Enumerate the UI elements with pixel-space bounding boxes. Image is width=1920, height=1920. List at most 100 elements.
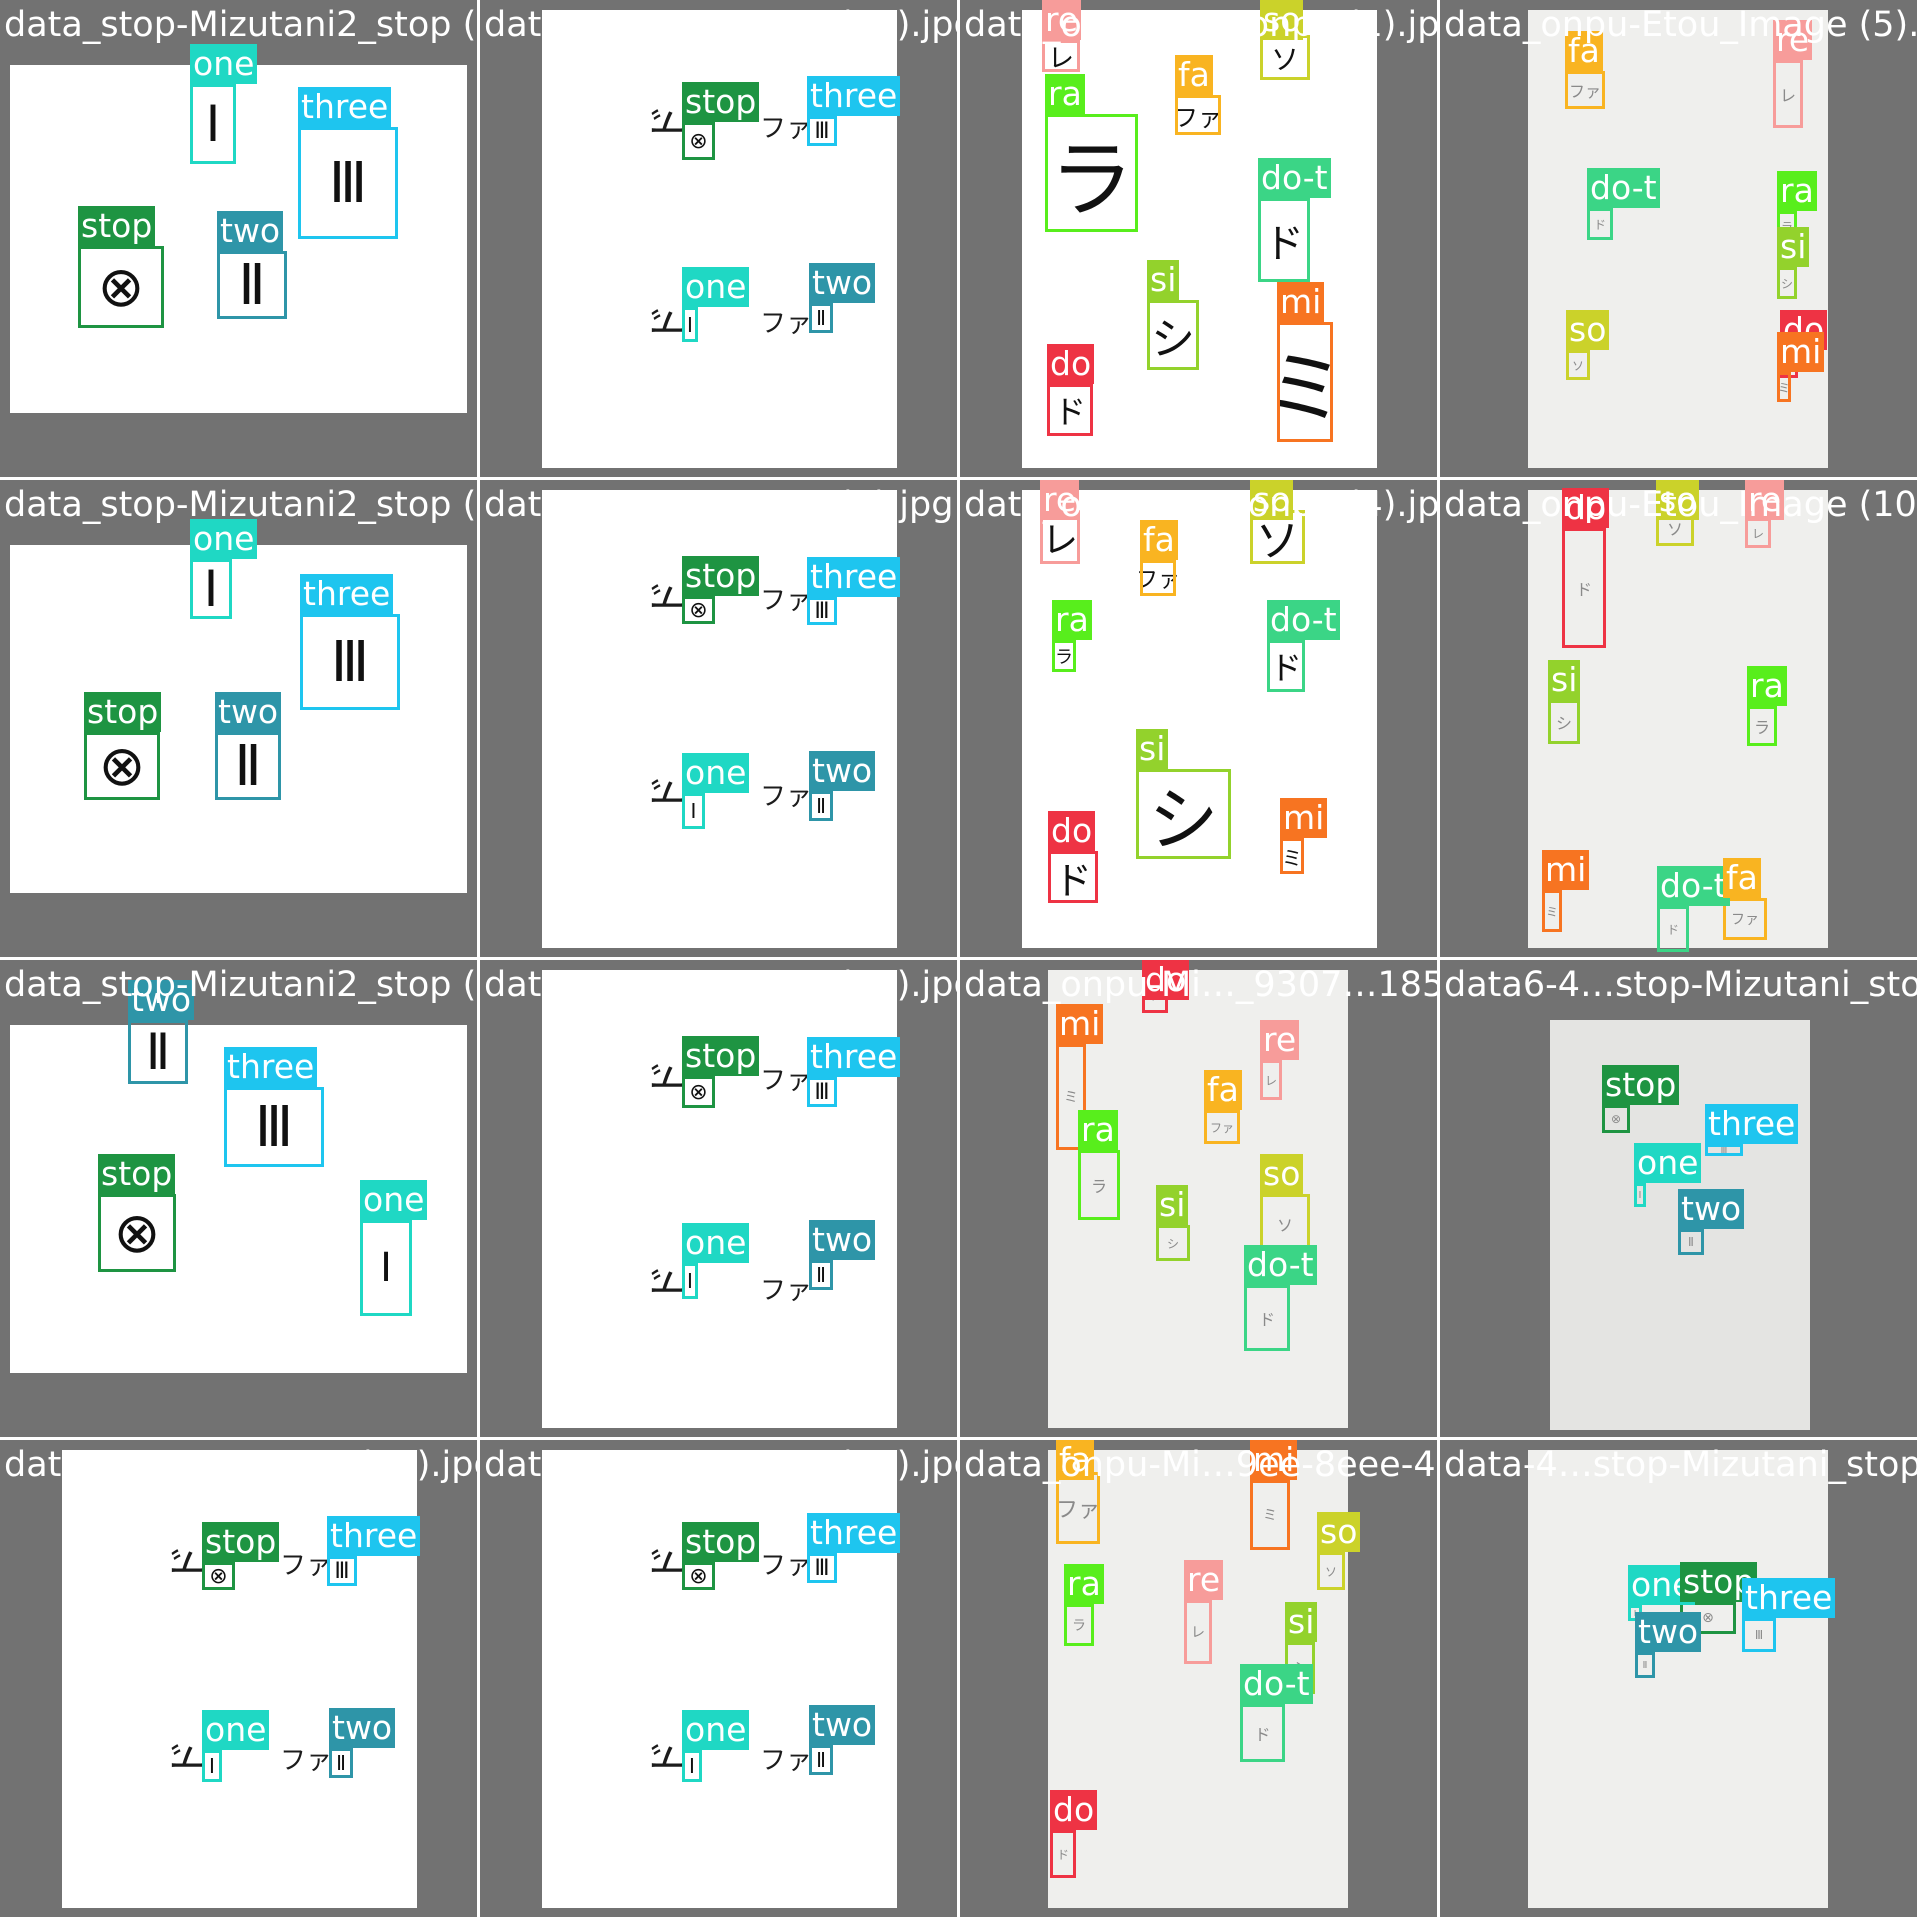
handwritten-symbol: Ⅰ [687, 312, 693, 337]
handwritten-symbol: ド [1264, 221, 1304, 267]
detection-box [1064, 1604, 1094, 1646]
handwritten-note: ファ [280, 1746, 333, 1776]
handwritten-symbol: Ⅱ [816, 794, 826, 818]
handwritten-symbol: レ [1751, 526, 1764, 541]
handwritten-symbol: ミ [1545, 904, 1558, 919]
class-label: three [298, 87, 392, 127]
detection-box [807, 1553, 837, 1583]
tile-filename: data_stop-Mizutani2_stop (16).jpg [4, 965, 477, 1005]
class-label: fa [1565, 31, 1603, 71]
tile-filename: data_stop-uno_stop (46).jpg [484, 1445, 957, 1485]
handwritten-symbol: ラ [1753, 718, 1770, 737]
class-label: so [1656, 480, 1700, 520]
detection-box [1204, 1110, 1240, 1144]
handwritten-symbol: Ⅲ [814, 1555, 830, 1581]
detection-box [1548, 700, 1580, 744]
detection-box [98, 1194, 176, 1272]
detection-box [1260, 1060, 1282, 1100]
handwritten-symbol: ⊗ [113, 1200, 161, 1266]
handwritten-symbol: Ⅲ [1754, 1628, 1764, 1642]
handwritten-symbol: ド [1056, 1847, 1069, 1862]
handwritten-note: ファ [760, 1066, 813, 1096]
handwritten-note: ファ [760, 309, 813, 339]
image-tile: data_onpu-Etou_Image (5).jpg ファ fa レ re ド do-t… [1440, 0, 1917, 477]
handwritten-symbol: Ⅱ [1642, 1659, 1648, 1671]
class-label: fa [1140, 520, 1178, 560]
handwritten-symbol: レ [1264, 1073, 1277, 1088]
detection-box [682, 1562, 715, 1590]
detection-box [809, 1745, 833, 1775]
detection-box [682, 307, 698, 342]
class-label: two [809, 1705, 876, 1745]
detection-box [682, 793, 705, 829]
handwritten-symbol: ド [1575, 580, 1592, 599]
class-label: do [1048, 811, 1096, 851]
handwritten-symbol: ド [1666, 922, 1679, 937]
handwritten-symbol: ソ [1276, 1216, 1293, 1235]
handwritten-symbol: レ [1191, 1625, 1205, 1641]
handwritten-symbol: Ⅰ [209, 1754, 215, 1778]
class-label: mi [1277, 282, 1325, 322]
detection-box [224, 1087, 324, 1167]
tile-filename: data_stop-Mizutani2_stop (5).jpg [4, 5, 477, 45]
detection-box [1078, 1150, 1120, 1220]
class-label: mi [1777, 332, 1825, 372]
class-label: si [1136, 729, 1169, 769]
detection-box [1657, 906, 1689, 952]
detection-box [1048, 851, 1098, 903]
detection-box [360, 1220, 412, 1316]
class-label: si [1156, 1185, 1189, 1225]
detection-box [329, 1748, 353, 1778]
detection-box [1175, 95, 1221, 135]
class-label: ra [1747, 666, 1787, 706]
detection-box [1045, 114, 1138, 232]
handwritten-symbol: Ⅰ [687, 1269, 693, 1293]
detection-box [1773, 60, 1803, 128]
detection-box [807, 116, 837, 146]
handwritten-symbol: ド [1593, 217, 1606, 232]
class-label: si [1777, 227, 1810, 267]
handwritten-symbol: Ⅱ [145, 1023, 171, 1081]
detection-box [682, 596, 715, 624]
handwritten-symbol: Ⅰ [203, 560, 219, 618]
image-tile: data_onpu-Mi…_9307…185-… ド do ミ mi レ re ファ fa ラ ra… [960, 960, 1437, 1437]
handwritten-symbol: Ⅰ [689, 1754, 695, 1778]
paper-sheet [1022, 490, 1377, 948]
handwritten-symbol: Ⅰ [1638, 1189, 1642, 1201]
handwritten-symbol: ラ [1055, 647, 1073, 668]
handwritten-symbol: ⊗ [689, 1563, 708, 1589]
tile-filename: data_stop-uno_stop (37).jpg [484, 965, 957, 1005]
detection-box [1587, 208, 1613, 240]
class-label: stop [682, 1036, 760, 1076]
image-tile: data_onpu-Mi…9ee-8eee-4500-8f20-3 ファ fa ミ mi… [960, 1440, 1437, 1917]
handwritten-note: ファ [760, 1551, 813, 1581]
tile-filename: data_stop-uno_stop (28).jpg [4, 1445, 477, 1485]
image-tile: data_onpu-Etou_Image (10) ド do ソ so レ re シ si ラ ra… [1440, 480, 1917, 957]
class-label: one [682, 267, 750, 307]
handwritten-note: ファ [760, 586, 813, 616]
handwritten-note: ファ [760, 782, 813, 812]
class-label: re [1773, 20, 1813, 60]
detection-box [682, 1750, 702, 1782]
handwritten-symbol: Ⅲ [1720, 1144, 1728, 1156]
class-label: two [128, 980, 195, 1020]
handwritten-symbol: Ⅲ [334, 1558, 350, 1584]
class-label: so [1566, 310, 1610, 350]
handwritten-symbol: ⊗ [689, 597, 708, 623]
detection-box [809, 791, 833, 821]
detection-box [1562, 528, 1606, 648]
handwritten-symbol: Ⅰ [380, 1245, 392, 1291]
handwritten-symbol: ド [1053, 393, 1086, 431]
handwritten-symbol: レ [1779, 86, 1796, 105]
detection-box [1184, 1600, 1212, 1664]
class-label: fa [1056, 1440, 1094, 1480]
handwritten-symbol: ミ [1064, 1090, 1078, 1106]
class-label: one [682, 753, 750, 793]
detection-box [682, 1263, 698, 1299]
detection-box [190, 84, 236, 164]
tile-filename: data_onpu-Etou_Image (5).jpg [1444, 5, 1917, 45]
detection-box [298, 127, 398, 239]
handwritten-symbol: ド [1269, 649, 1302, 687]
tile-filename: data6-4…stop-Mizutani_stop (1) [1444, 965, 1917, 1005]
